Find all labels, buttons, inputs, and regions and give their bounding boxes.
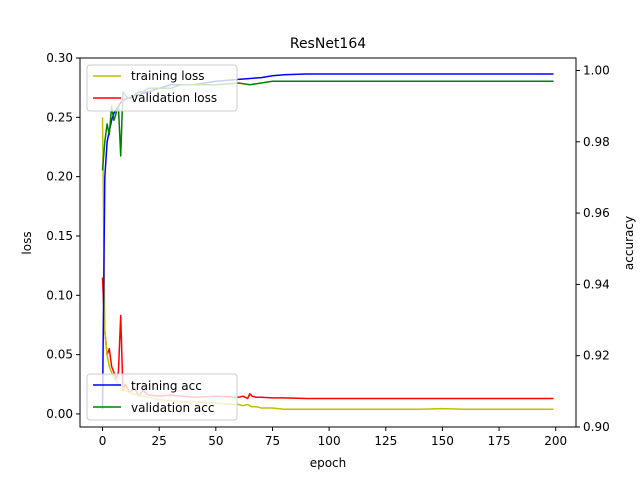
y-tick-label: 0.15 [46,229,73,243]
y2-tick-label: 0.96 [583,206,610,220]
y-tick-label: 0.25 [46,110,73,124]
legend-label-validation-loss: validation loss [131,91,217,105]
series-line-training-loss [101,117,554,410]
y-tick-label: 0.10 [46,288,73,302]
legend-label-validation-acc: validation acc [131,401,214,415]
y2-tick-label: 0.98 [583,135,610,149]
axes-frame [79,57,577,428]
x-axis-label: epoch [310,456,347,470]
legend-acc-box [86,373,238,421]
y2-tick-label: 0.90 [583,420,610,434]
series-line-training-acc [101,73,554,410]
chart-title: ResNet164 [290,36,366,52]
y-axis-right: 0.90 0.92 0.94 0.96 0.98 1.00 [576,63,610,434]
y-tick-label: 0.20 [46,170,73,184]
legend-label-training-acc: training acc [131,379,202,393]
y-axis-label: loss [20,231,34,254]
x-tick-label: 0 [99,434,107,448]
x-tick-label: 125 [374,434,397,448]
y-tick-label: 0.00 [46,407,73,421]
plot-area [101,73,554,410]
x-tick-label: 200 [544,434,567,448]
x-tick-label: 50 [208,434,223,448]
x-axis: 0 25 50 75 100 125 150 175 200 [99,427,567,448]
x-tick-label: 175 [488,434,511,448]
y-axis-left: 0.00 0.05 0.10 0.15 0.20 0.25 0.30 [46,51,80,421]
x-tick-label: 25 [152,434,167,448]
x-tick-label: 150 [431,434,454,448]
x-tick-label: 100 [318,434,341,448]
y2-tick-label: 0.94 [583,277,610,291]
y-tick-label: 0.30 [46,51,73,65]
y-tick-label: 0.05 [46,348,73,362]
legend-label-training-loss: training loss [131,69,204,83]
x-tick-label: 75 [265,434,280,448]
legend-acc: training acc validation acc [86,373,238,421]
y2-tick-label: 1.00 [583,63,610,77]
legend-loss-box [86,64,238,112]
y2-axis-label: accuracy [622,216,636,270]
legend-loss: training loss validation loss [86,64,238,112]
y2-tick-label: 0.92 [583,349,610,363]
